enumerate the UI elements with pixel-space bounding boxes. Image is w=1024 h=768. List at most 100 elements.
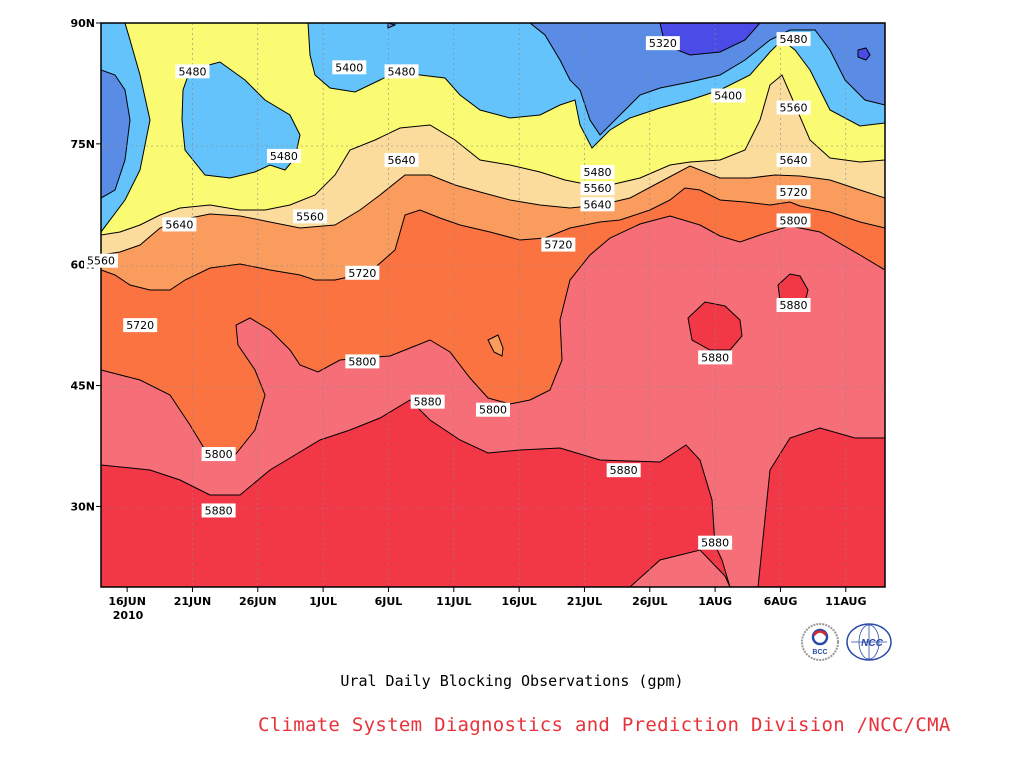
contour-label: 5880 <box>698 535 733 550</box>
contour-label-box <box>776 100 811 115</box>
contour-label-box <box>580 165 615 180</box>
contour-label-box <box>162 217 197 232</box>
contour-label-text: 5800 <box>348 355 376 368</box>
contour-label: 5640 <box>580 197 615 212</box>
plot-frame <box>100 22 886 588</box>
ncc-logo: NCC <box>845 622 893 662</box>
contour-label-box <box>645 36 680 51</box>
y-tick-label: 45N <box>70 380 95 393</box>
y-tick-label: 90N <box>70 17 95 30</box>
contour-label-box <box>580 181 615 196</box>
contour-label-text: 5880 <box>780 299 808 312</box>
contour-label: 5720 <box>345 265 380 280</box>
contour-label-text: 5720 <box>544 239 572 252</box>
contour-label-text: 5720 <box>348 267 376 280</box>
band-5320-5400-west <box>101 69 131 199</box>
contour-label-text: 5560 <box>296 210 324 223</box>
contour-label-text: 5720 <box>126 319 154 332</box>
x-tick-label: 6AUG <box>764 595 798 608</box>
contour-label-text: 5400 <box>335 61 363 74</box>
contour-label: 5880 <box>410 394 445 409</box>
contour-label: 5560 <box>776 100 811 115</box>
contour-label-box <box>776 185 811 200</box>
y-tick-label: 75N <box>70 138 95 151</box>
contour-label: 5720 <box>123 318 158 333</box>
island-5720-small <box>487 334 504 357</box>
contour-label-box <box>776 298 811 312</box>
x-tick-label: 21JUL <box>567 595 602 608</box>
x-tick-label: 16JUN <box>108 595 146 608</box>
contour-label: 5480 <box>175 64 210 79</box>
x-tick-label: 1AUG <box>698 595 732 608</box>
x-tick-label: 26JUL <box>632 595 667 608</box>
contour-label-box <box>698 535 733 550</box>
contour-label-box <box>776 32 811 47</box>
x-tick-label: 6JUL <box>375 595 403 608</box>
contour-label-text: 5320 <box>649 37 677 50</box>
contour-label-text: 5880 <box>205 504 233 517</box>
contour-label: 5560 <box>84 253 118 268</box>
svg-text:BCC: BCC <box>812 649 827 656</box>
contour-label: 5640 <box>162 217 197 232</box>
contour-label-box <box>293 209 328 224</box>
credit-line: Climate System Diagnostics and Predictio… <box>258 714 951 736</box>
contour-label-box <box>345 354 380 369</box>
contour-label: 5480 <box>580 165 615 180</box>
contour-label: 5880 <box>606 463 641 478</box>
contour-label-text: 5880 <box>414 396 442 409</box>
contour-label-text: 5480 <box>780 33 808 46</box>
contour-label-text: 5560 <box>584 182 612 195</box>
x-tick-label: 26JUN <box>239 595 277 608</box>
x-tick-label: 1JUL <box>309 595 337 608</box>
contour-label-box <box>201 503 236 518</box>
contour-label: 5720 <box>776 185 811 200</box>
x-tick-label: 11JUL <box>436 595 471 608</box>
contour-label: 5640 <box>776 152 811 167</box>
contour-label-text: 5560 <box>87 255 115 268</box>
contour-label-text: 5640 <box>165 218 193 231</box>
contour-label-box <box>711 88 746 103</box>
contour-label-box <box>332 60 367 75</box>
contour-label: 5800 <box>476 402 510 417</box>
band-5320-5400 <box>387 23 885 136</box>
x-tick-label: 16JUL <box>501 595 536 608</box>
chart-caption: Ural Daily Blocking Observations (gpm) <box>340 672 684 690</box>
x-tick-label: 21JUN <box>174 595 212 608</box>
contour-label-box <box>84 253 118 268</box>
contour-label-text: 5560 <box>780 102 808 115</box>
x-axis: 16JUN 21JUN 26JUN 1JUL 6JUL 11JUL 16JUL 21JUL 26… <box>108 587 867 608</box>
band-below-5320-spot <box>857 47 871 61</box>
vertical-grid-lines <box>192 23 847 587</box>
island-5880-aug <box>687 301 743 351</box>
contour-label: 5400 <box>332 60 367 75</box>
contour-label-text: 5640 <box>388 154 416 167</box>
contour-label-text: 5480 <box>270 150 298 163</box>
contour-label-text: 5800 <box>205 448 233 461</box>
contour-label-box <box>175 64 210 79</box>
contour-label: 5640 <box>384 152 419 167</box>
bcc-logo: BCC <box>800 622 840 662</box>
contour-label-text: 5720 <box>780 186 808 199</box>
contour-label: 5880 <box>201 503 236 518</box>
contour-label-box <box>410 394 445 409</box>
contour-label: 5480 <box>384 64 419 79</box>
contour-label: 5800 <box>776 213 811 228</box>
contour-label: 5560 <box>293 209 328 224</box>
contour-label-box <box>476 402 510 417</box>
band-5800-5880-tail <box>629 549 731 587</box>
contour-label: 5800 <box>201 447 236 462</box>
contour-label-box <box>266 148 301 163</box>
contour-label-text: 5480 <box>178 65 206 78</box>
x-axis-year-label: 2010 <box>113 609 144 622</box>
contour-label-text: 5640 <box>780 154 808 167</box>
contour-label: 5400 <box>711 88 746 103</box>
x-tick-label: 11AUG <box>825 595 866 608</box>
contour-label-box <box>698 350 733 365</box>
contour-label: 5320 <box>645 36 680 51</box>
y-tick-label: 30N <box>70 500 95 513</box>
contour-label-box <box>345 265 380 280</box>
contour-label-text: 5880 <box>701 537 729 550</box>
contour-label-text: 5800 <box>479 404 507 417</box>
contour-label-box <box>201 447 236 462</box>
